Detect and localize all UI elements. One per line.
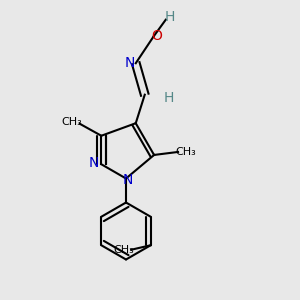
Text: CH₃: CH₃ [175,147,196,157]
Text: N: N [122,173,133,187]
Text: CH₃: CH₃ [62,117,82,127]
Text: H: H [165,10,175,24]
Text: O: O [151,29,162,43]
Text: H: H [164,91,174,105]
Text: N: N [124,56,135,70]
Text: N: N [88,156,99,170]
Text: CH₃: CH₃ [113,245,134,255]
